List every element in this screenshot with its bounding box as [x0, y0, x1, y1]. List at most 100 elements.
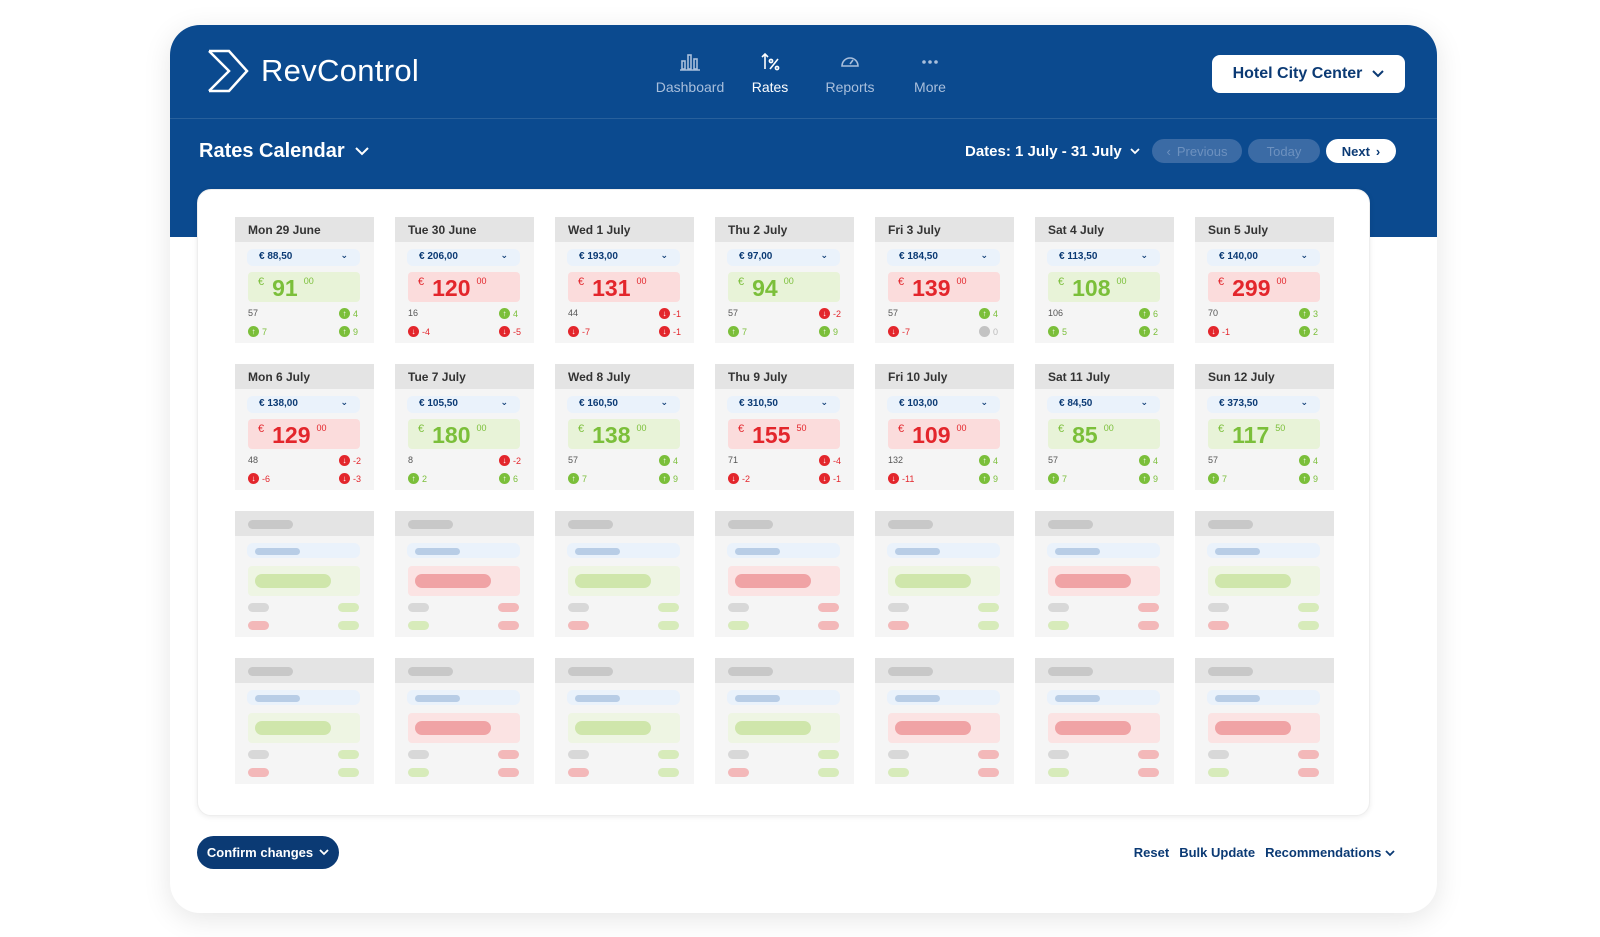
rate-price-input[interactable]: €139 00	[888, 272, 1000, 302]
loading-bar	[568, 667, 613, 676]
day-card[interactable]: Wed 8 July € 160,50 ⌄ €138 00 57 ↑ 4 ↑ 7 ↑ 9	[555, 364, 694, 490]
occupancy-value: 16	[408, 308, 419, 318]
rate-amount: 85	[1072, 422, 1098, 448]
day-card[interactable]: Fri 3 July € 184,50 ⌄ €139 00 57 ↑ 4 ↓ -7 0	[875, 217, 1014, 343]
nav-reports[interactable]: Reports	[810, 51, 890, 95]
previous-label: Previous	[1176, 143, 1228, 159]
today-button[interactable]: Today	[1248, 139, 1320, 163]
compset-stat: ↑ 9	[1139, 473, 1158, 484]
rate-price-input[interactable]: €120 00	[408, 272, 520, 302]
hotel-selector[interactable]: Hotel City Center	[1212, 55, 1405, 93]
trend-stat-value: -6	[262, 473, 271, 484]
base-rate-select[interactable]: € 310,50 ⌄	[727, 396, 840, 413]
rate-price-input[interactable]: €180 00	[408, 419, 520, 449]
day-card[interactable]: Sat 4 July € 113,50 ⌄ €108 00 106 ↑ 6 ↑ 5 ↑ 2	[1035, 217, 1174, 343]
base-rate-value: € 105,50	[419, 398, 458, 409]
chevron-down-icon: ⌄	[340, 397, 348, 407]
pickup-stat-value: 4	[993, 455, 999, 466]
base-rate-select[interactable]: € 206,00 ⌄	[407, 249, 520, 266]
occupancy-value: 48	[248, 455, 259, 465]
base-rate-select[interactable]: € 140,00 ⌄	[1207, 249, 1320, 266]
next-button[interactable]: Next ›	[1326, 139, 1396, 163]
rate-price-input[interactable]: €109 00	[888, 419, 1000, 449]
view-selector[interactable]: Rates Calendar	[199, 140, 369, 163]
compset-stat-value: -1	[833, 473, 842, 484]
day-card[interactable]: Sun 12 July € 373,50 ⌄ €117 50 57 ↑ 4 ↑ 7 ↑ 9	[1195, 364, 1334, 490]
rate-price-input[interactable]: €108 00	[1048, 272, 1160, 302]
base-rate-select[interactable]: € 193,00 ⌄	[567, 249, 680, 266]
day-date: Wed 1 July	[555, 217, 694, 242]
rate-price-input[interactable]: €117 50	[1208, 419, 1320, 449]
compset-stat: ↓ -1	[819, 473, 841, 484]
rate-price-input[interactable]: €138 00	[568, 419, 680, 449]
base-rate-value: € 310,50	[739, 398, 778, 409]
base-rate-select[interactable]: € 184,50 ⌄	[887, 249, 1000, 266]
loading-bar	[338, 621, 359, 630]
base-rate-select[interactable]: € 88,50 ⌄	[247, 249, 360, 266]
chevron-down-icon: ⌄	[1300, 250, 1308, 260]
base-rate-value: € 160,50	[579, 398, 618, 409]
day-card[interactable]: Thu 9 July € 310,50 ⌄ €155 50 71 ↓ -4 ↓ -2 ↓ -1	[715, 364, 854, 490]
rate-price-input[interactable]: €94 00	[728, 272, 840, 302]
trend-stat-value: -11	[902, 473, 915, 484]
nav-more[interactable]: More	[890, 51, 970, 95]
day-card[interactable]: Tue 7 July € 105,50 ⌄ €180 00 8 ↓ -2 ↑ 2 ↑ 6	[395, 364, 534, 490]
rate-price-input[interactable]: €85 00	[1048, 419, 1160, 449]
day-card[interactable]: Sat 11 July € 84,50 ⌄ €85 00 57 ↑ 4 ↑ 7 ↑ 9	[1035, 364, 1174, 490]
base-rate-select[interactable]: € 138,00 ⌄	[247, 396, 360, 413]
brand-logo[interactable]: RevControl	[203, 49, 419, 93]
day-card[interactable]: Mon 6 July € 138,00 ⌄ €129 00 48 ↓ -2 ↓ -6 ↓ -3	[235, 364, 374, 490]
arrow-down-icon: ↓	[408, 326, 419, 337]
arrow-up-icon: ↑	[659, 455, 670, 466]
loading-bar	[1055, 695, 1100, 702]
base-rate-select[interactable]: € 103,00 ⌄	[887, 396, 1000, 413]
nav-rates-label: Rates	[751, 79, 789, 95]
arrow-up-icon: ↑	[979, 473, 990, 484]
reset-link[interactable]: Reset	[1133, 845, 1170, 860]
pickup-stat: ↓ -2	[339, 455, 361, 466]
rate-price-input[interactable]: €155 50	[728, 419, 840, 449]
bulk-update-link[interactable]: Bulk Update	[1179, 845, 1256, 860]
arrow-up-icon: ↑	[1299, 455, 1310, 466]
confirm-changes-button[interactable]: Confirm changes	[197, 836, 339, 869]
day-card[interactable]: Thu 2 July € 97,00 ⌄ €94 00 57 ↓ -2 ↑ 7 ↑ 9	[715, 217, 854, 343]
base-rate-select[interactable]: € 373,50 ⌄	[1207, 396, 1320, 413]
base-rate-select[interactable]: € 160,50 ⌄	[567, 396, 680, 413]
recommendations-link[interactable]: Recommendations	[1265, 845, 1395, 860]
arrow-down-icon: ↓	[568, 326, 579, 337]
date-range-selector[interactable]: Dates: 1 July - 31 July	[965, 143, 1140, 160]
trend-stat-value: -4	[422, 326, 431, 337]
rate-price-input[interactable]: €299 00	[1208, 272, 1320, 302]
chevron-left-icon: ‹	[1166, 143, 1171, 159]
day-card[interactable]: Sun 5 July € 140,00 ⌄ €299 00 70 ↑ 3 ↓ -1 ↑ 2	[1195, 217, 1334, 343]
day-card[interactable]: Wed 1 July € 193,00 ⌄ €131 00 44 ↓ -1 ↓ -7 ↓ -1	[555, 217, 694, 343]
day-card[interactable]: Fri 10 July € 103,00 ⌄ €109 00 132 ↑ 4 ↓ -11 ↑ 9	[875, 364, 1014, 490]
day-card[interactable]: Mon 29 June € 88,50 ⌄ €91 00 57 ↑ 4 ↑ 7 ↑ 9	[235, 217, 374, 343]
trend-stat: ↑ 7	[1208, 473, 1227, 484]
compset-stat: ↑ 2	[1139, 326, 1158, 337]
currency-symbol: €	[1218, 276, 1225, 288]
day-card[interactable]: Tue 30 June € 206,00 ⌄ €120 00 16 ↑ 4 ↓ -4 ↓ -5	[395, 217, 534, 343]
nav-dashboard[interactable]: Dashboard	[650, 51, 730, 95]
rate-price-input[interactable]: €131 00	[568, 272, 680, 302]
nav-rates[interactable]: Rates	[730, 51, 810, 95]
base-rate-select[interactable]: € 105,50 ⌄	[407, 396, 520, 413]
loading-bar	[415, 574, 491, 588]
rate-cents: 50	[796, 423, 807, 433]
base-rate-select[interactable]: € 97,00 ⌄	[727, 249, 840, 266]
loading-bar	[568, 768, 589, 777]
trend-stat: ↓ -4	[408, 326, 430, 337]
previous-button[interactable]: ‹ Previous	[1152, 139, 1242, 163]
base-rate-select[interactable]: € 113,50 ⌄	[1047, 249, 1160, 266]
arrow-down-icon: ↓	[728, 473, 739, 484]
loading-bar	[888, 621, 909, 630]
base-rate-select[interactable]: € 84,50 ⌄	[1047, 396, 1160, 413]
rate-amount: 120	[432, 275, 471, 301]
chevron-down-icon: ⌄	[820, 250, 828, 260]
rate-price-input[interactable]: €129 00	[248, 419, 360, 449]
loading-bar	[895, 548, 940, 555]
pickup-stat-value: 3	[1313, 308, 1319, 319]
rate-price-input[interactable]: €91 00	[248, 272, 360, 302]
loading-bar	[1138, 768, 1159, 777]
base-rate-value: € 206,00	[419, 251, 458, 262]
